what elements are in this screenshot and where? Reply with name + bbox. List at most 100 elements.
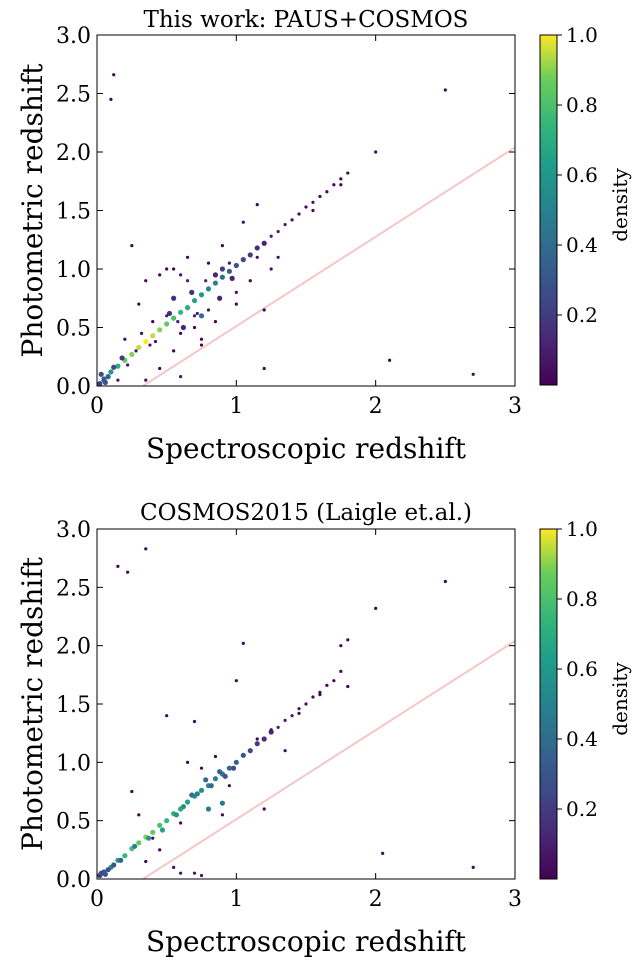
scatter-point: [205, 806, 212, 812]
scatter-point: [443, 88, 447, 92]
scatter-point: [222, 773, 228, 779]
scatter-point: [151, 836, 155, 840]
scatter-point: [339, 644, 343, 648]
scatter-point: [304, 205, 308, 209]
x-tick-label: 1: [229, 394, 243, 419]
colorbar-tick-label: 1.0: [566, 23, 598, 47]
scatter-point: [213, 754, 218, 759]
scatter-point: [176, 320, 180, 324]
scatter-point: [111, 364, 117, 370]
scatter-point: [212, 776, 219, 782]
scatter-point: [233, 262, 239, 269]
scatter-point: [381, 851, 385, 855]
scatter-point: [172, 349, 176, 353]
scatter-point: [102, 379, 108, 386]
scatter-point: [226, 268, 232, 274]
scatter-point: [276, 229, 280, 234]
scatter-point: [269, 728, 273, 732]
scatter-point: [157, 822, 163, 828]
y-axis-label: Photometric redshift: [16, 63, 49, 358]
scatter-point: [220, 244, 224, 248]
scatter-point: [233, 759, 239, 765]
x-tick-label: 2: [369, 394, 383, 419]
scatter-point: [276, 725, 280, 729]
y-tick-label: 2.5: [56, 83, 91, 108]
scatter-point: [130, 789, 134, 794]
scatter-point: [108, 369, 114, 375]
x-tick-label: 0: [90, 887, 104, 912]
panel-2: COSMOS2015 (Laigle et.al.) 0 1 2 3 0.0 0.5 1.0 1…: [16, 500, 632, 958]
scatter-point: [269, 234, 273, 238]
scatter-point: [212, 272, 219, 278]
scatter-point: [220, 813, 224, 817]
scatter-point: [126, 363, 130, 367]
y-tick-label: 1.5: [56, 200, 91, 225]
scatter-point: [158, 273, 162, 277]
scatter-point: [247, 252, 253, 258]
scatter-point: [241, 641, 245, 645]
y-tick-label: 1.0: [56, 258, 91, 283]
scatter-point: [159, 827, 166, 833]
scatter-point: [203, 777, 209, 783]
scatter-point: [145, 835, 152, 841]
scatter-point: [166, 310, 173, 317]
scatter-point: [164, 321, 170, 327]
scatter-point: [144, 859, 148, 864]
scatter-point: [165, 267, 169, 271]
scatter-point: [157, 327, 163, 333]
colorbar-tick-label: 0.2: [566, 303, 598, 327]
scatter-point: [184, 305, 191, 311]
scatter-point: [311, 200, 315, 204]
scatter-point: [332, 183, 336, 187]
scatter-point: [261, 736, 267, 742]
scatter-point: [346, 638, 350, 642]
colorbar-tick-label: 0.8: [566, 587, 598, 611]
reference-line: [142, 640, 515, 879]
scatter-point: [192, 325, 197, 330]
scatter-point: [318, 693, 322, 697]
scatter-point: [388, 358, 392, 362]
scatter-point: [206, 308, 211, 312]
scatter-point: [297, 711, 301, 715]
scatter-point: [185, 279, 190, 283]
scatter-point: [204, 279, 208, 283]
scatter-point: [268, 729, 274, 735]
scatter-point: [185, 760, 190, 764]
panel-1: This work: PAUS+COSMOS 0 1 2 3 0.0 0.5 1.0 1.5 2.…: [16, 7, 632, 465]
scatter-point: [254, 741, 260, 747]
scatter-point: [339, 669, 343, 673]
scatter-point: [219, 274, 225, 280]
scatter-point: [240, 257, 246, 263]
x-tick-label: 3: [508, 887, 522, 912]
scatter-point: [290, 218, 294, 222]
x-tick-label: 3: [508, 394, 522, 419]
scatter-point: [219, 266, 225, 272]
scatter-point: [283, 749, 287, 753]
scatter-point: [234, 290, 238, 294]
scatter-point: [192, 871, 197, 875]
scatter-point: [443, 579, 447, 584]
reference-line: [142, 146, 515, 386]
y-tick-label: 3.0: [56, 24, 91, 49]
scatter-point: [148, 343, 152, 347]
scatter-point: [199, 337, 204, 341]
scatter-point: [297, 212, 301, 216]
scatter-point: [153, 339, 158, 344]
scatter-point: [255, 203, 259, 207]
scatter-point: [283, 222, 287, 227]
scatter-points: [97, 73, 475, 386]
y-tick-label: 0.5: [56, 810, 91, 835]
scatter-point: [230, 765, 237, 771]
x-tick-label: 1: [229, 887, 243, 912]
scatter-point: [144, 378, 148, 382]
scatter-point: [158, 366, 162, 371]
scatter-point: [192, 314, 197, 318]
scatter-point: [111, 862, 117, 868]
scatter-point: [116, 378, 120, 382]
colorbar-label: density: [608, 662, 632, 736]
scatter-point: [205, 286, 212, 292]
colorbar-tick-label: 0.4: [566, 727, 598, 751]
scatter-point: [180, 324, 186, 331]
scatter-point: [184, 799, 191, 805]
